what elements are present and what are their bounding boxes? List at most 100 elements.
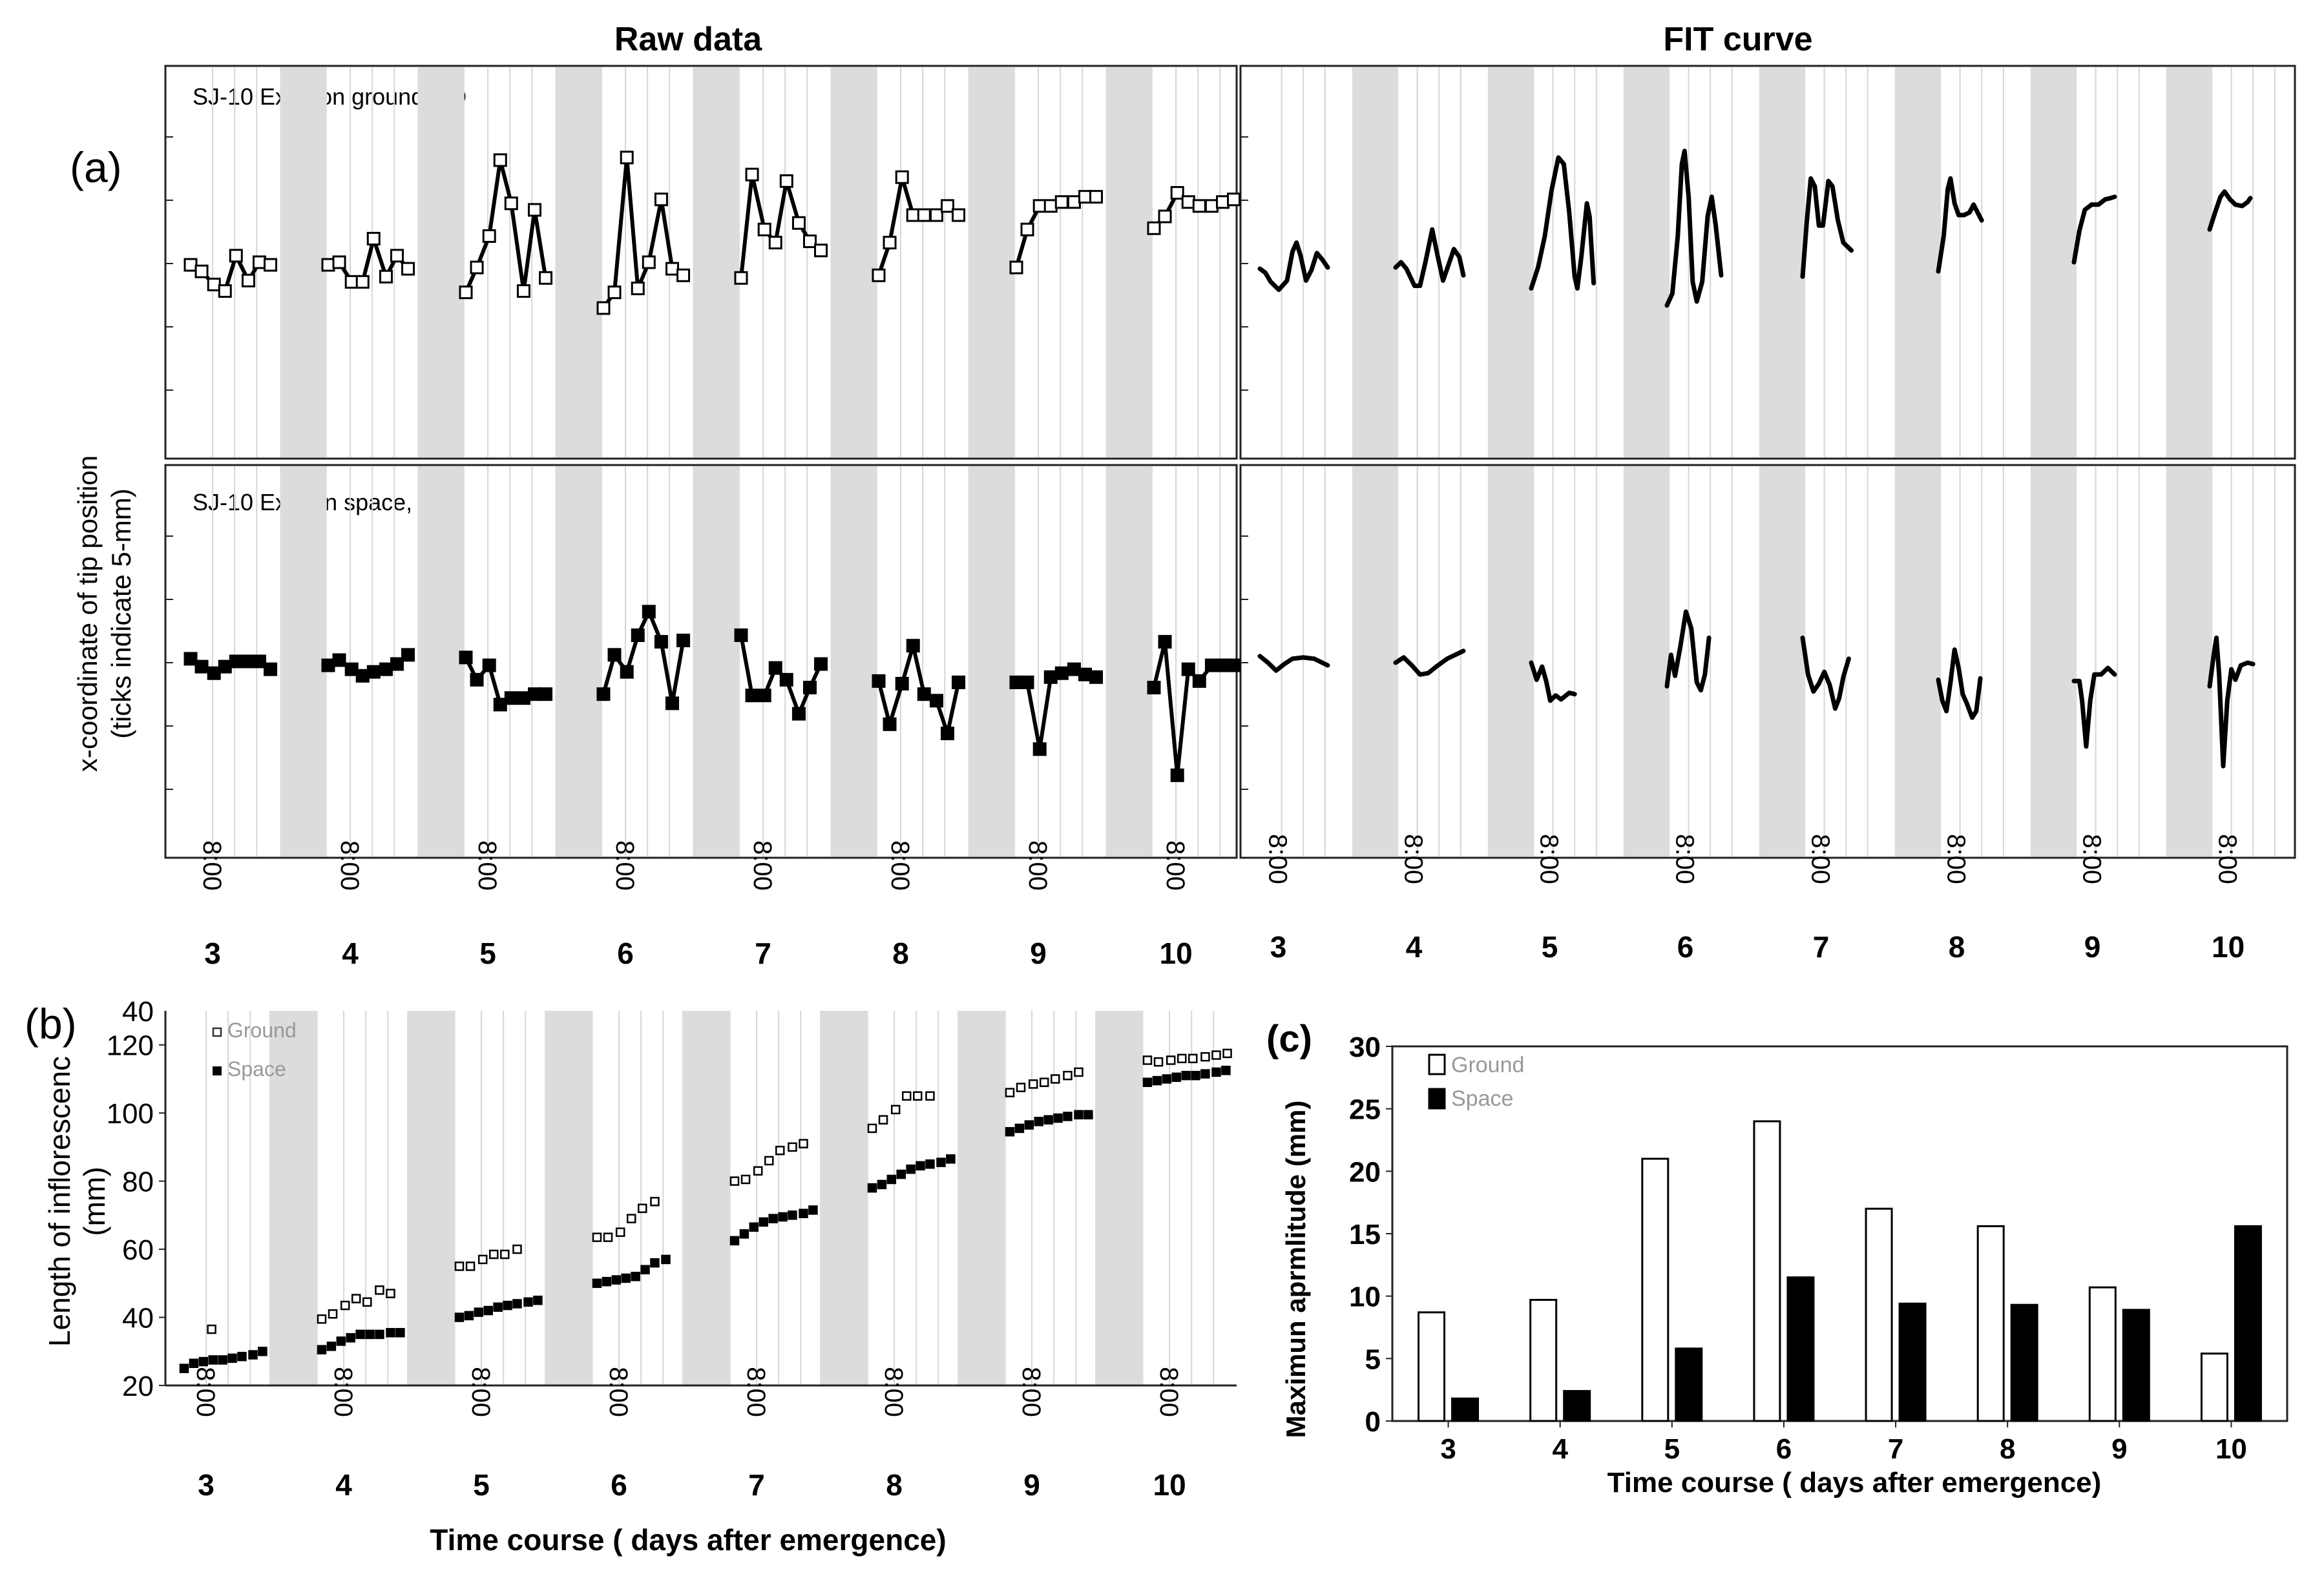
- panel-b-point-space: [1024, 1120, 1034, 1130]
- fit-space-curve-day-7: [1800, 636, 1851, 711]
- fit-day-label: 5: [1542, 930, 1558, 964]
- panel-b-time-tick: 8:00: [742, 1367, 770, 1417]
- panel-c-ytick-label: 20: [1349, 1156, 1381, 1188]
- panel-b-point-ground: [362, 1297, 372, 1307]
- panel-b-point-space: [365, 1329, 375, 1340]
- raw-space-line-point: [1227, 658, 1241, 672]
- raw-space-night-band: [555, 466, 602, 856]
- panel-b-point-ground: [890, 1104, 901, 1115]
- raw-space-line-point: [355, 669, 370, 683]
- raw-space-line-point: [401, 648, 415, 662]
- fit-ground-curve-day-6: [1664, 149, 1724, 308]
- panel-c-category-label: 3: [1440, 1433, 1456, 1465]
- raw-ground-line-point: [1204, 199, 1219, 213]
- panel-c-category-label: 7: [1888, 1433, 1903, 1465]
- raw-day-label: 4: [342, 937, 359, 970]
- raw-ground-line-day-6: [602, 155, 686, 310]
- raw-space-line-point: [379, 662, 393, 676]
- panel-c-category-label: 10: [2215, 1433, 2247, 1465]
- raw-space-line-point: [321, 658, 335, 672]
- raw-space-line-point: [952, 675, 966, 689]
- panel-b-point-space: [1181, 1070, 1191, 1081]
- raw-time-tick: 8:00: [198, 840, 226, 891]
- panel-c-bar-space: [2234, 1225, 2262, 1422]
- panel-b-ytick-label: 60: [122, 1234, 154, 1266]
- panel-b-time-tick: 8:00: [879, 1367, 908, 1417]
- raw-ground-line-point: [1054, 195, 1069, 209]
- raw-space-line-point: [872, 674, 886, 688]
- raw-day-label: 8: [892, 937, 909, 970]
- panel-b-point-space: [1043, 1115, 1053, 1125]
- fit-ground-curve-day-9: [2071, 194, 2117, 265]
- raw-space-line-point: [194, 659, 209, 674]
- panel-b-point-ground: [925, 1091, 935, 1101]
- panel-c-legend-ground: Ground: [1451, 1053, 1524, 1077]
- raw-ground-line-point: [1216, 195, 1230, 209]
- raw-ground-line-point: [895, 170, 909, 184]
- raw-space-line-point: [620, 665, 634, 679]
- panel-b-point-space: [936, 1157, 946, 1167]
- panel-c-ytick-label: 5: [1365, 1343, 1381, 1375]
- raw-space-line-point: [516, 691, 530, 705]
- raw-ground-line-point: [539, 271, 553, 285]
- raw-ground-line-point: [1067, 195, 1081, 209]
- panel-b-point-space: [208, 1355, 218, 1365]
- fit-time-tick: 8:00: [1264, 834, 1292, 884]
- panel-b-point-ground: [351, 1294, 361, 1303]
- raw-ground-line-point: [929, 208, 943, 222]
- raw-space-line-point: [768, 661, 782, 675]
- fit-day-label: 6: [1677, 930, 1694, 964]
- raw-ground-line-point: [528, 203, 541, 217]
- raw-space-line-point: [459, 650, 473, 665]
- raw-day-label: 7: [755, 937, 771, 970]
- raw-space-line-point: [504, 691, 518, 705]
- raw-time-tick: 8:00: [1161, 840, 1189, 891]
- panel-b-legend-ground-marker: [212, 1027, 222, 1037]
- panel-b-point-ground: [902, 1091, 912, 1101]
- raw-ground-line-point: [1032, 199, 1047, 213]
- panel-c-ytick-label: 15: [1349, 1219, 1381, 1250]
- raw-ground-line-point: [1020, 222, 1034, 236]
- panel-b-point-ground: [764, 1156, 774, 1166]
- raw-day-label: 6: [617, 937, 634, 970]
- raw-space-night-band: [830, 466, 877, 856]
- panel-b-point-space: [395, 1328, 405, 1338]
- panel-b-point-space: [877, 1179, 887, 1190]
- raw-space-line-point: [218, 659, 232, 674]
- fit-ground-night-band: [1352, 67, 1399, 457]
- panel-b-night-band: [407, 1011, 455, 1385]
- raw-ground-line-point: [814, 244, 828, 258]
- raw-space-line-point: [941, 726, 954, 740]
- panel-b-point-ground: [878, 1115, 888, 1125]
- raw-space-line-point: [344, 662, 359, 676]
- panel-b-point-space: [523, 1297, 533, 1307]
- panel-b-point-space: [1005, 1126, 1015, 1137]
- panel-b-point-space: [650, 1258, 660, 1268]
- panel-b-point-ground: [1005, 1088, 1015, 1097]
- panel-b-point-space: [503, 1300, 512, 1311]
- panel-b-point-ground: [328, 1309, 338, 1319]
- raw-ground-line-point: [917, 208, 931, 222]
- raw-space-line-point: [1078, 667, 1092, 681]
- panel-b-point-ground: [1040, 1077, 1049, 1087]
- panel-b-xlabel: Time course ( days after emergence): [430, 1523, 946, 1557]
- panel-c-bar-space: [1898, 1302, 1927, 1422]
- panel-b-point-ground: [1063, 1070, 1073, 1081]
- raw-ground-line-point: [952, 208, 966, 222]
- fit-space-night-band: [2030, 466, 2077, 856]
- panel-b-point-space: [896, 1169, 906, 1179]
- raw-space-line-point: [642, 605, 656, 619]
- panel-b-point-space: [592, 1278, 602, 1289]
- panel-b-point-ground: [603, 1232, 613, 1242]
- raw-ground-night-band: [280, 67, 327, 457]
- raw-space-line-point: [241, 654, 255, 669]
- raw-ground-frame: [164, 65, 1238, 460]
- panel-b-point-ground: [386, 1289, 395, 1298]
- raw-ground-line-point: [1089, 190, 1104, 204]
- panel-b-point-space: [1142, 1077, 1153, 1087]
- raw-ground-line-point: [459, 285, 473, 300]
- fit-ground-night-band: [1759, 67, 1806, 457]
- panel-b-day-label: 4: [335, 1468, 352, 1502]
- panel-b-point-space: [386, 1328, 395, 1338]
